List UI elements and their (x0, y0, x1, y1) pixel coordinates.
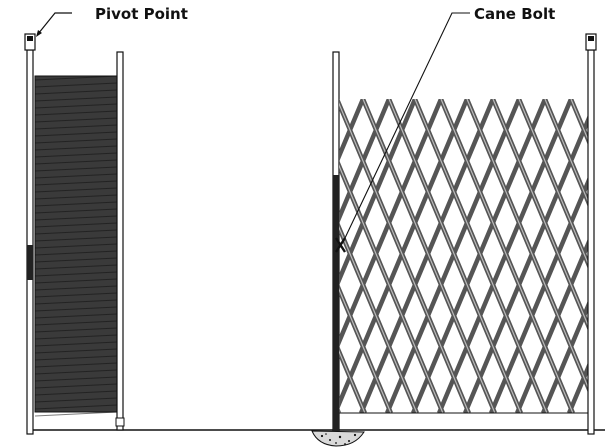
cane-bolt-callout: Cane Bolt (344, 5, 555, 239)
left-wall-post (24, 33, 36, 435)
cane-bolt (334, 237, 347, 253)
expanded-lattice-panel (339, 99, 588, 414)
pivot-point-callout: Pivot Point (36, 5, 188, 37)
cane-bolt-label: Cane Bolt (474, 5, 555, 23)
right-wall-post (585, 33, 597, 435)
pivot-point-label: Pivot Point (95, 5, 188, 23)
left-gate-end-post (115, 51, 125, 431)
ground-anchor-concrete (311, 430, 365, 447)
folded-lattice-stack (34, 75, 118, 417)
